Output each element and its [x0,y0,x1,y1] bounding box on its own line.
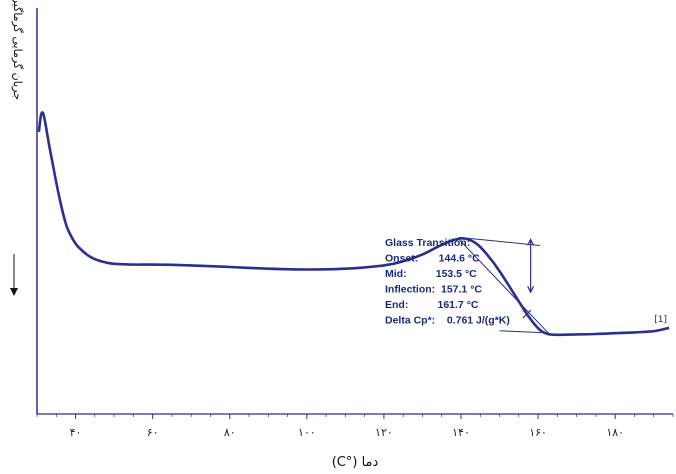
x-tick-label: ۱۴۰ [452,426,470,439]
tangent-upper-line [459,236,541,247]
annotation-line: Inflection: 157.1 °C [385,284,482,296]
curve-tag: [1] [654,315,667,325]
x-tick-label: ۴۰ [70,426,82,439]
x-tick-label: ۸۰ [224,426,236,439]
annotation-line: Mid: 153.5 °C [385,268,477,280]
delta-cp-arrow-down [527,285,535,294]
delta-cp-arrow-up [527,238,535,246]
x-axis-label: دما (°C) [332,455,379,470]
tangent-lines [458,236,551,335]
dsc-curve [37,111,670,337]
axes [36,8,673,415]
y-axis-label: جریان گرمایی گرماگیر [11,0,24,100]
annotation-title: Glass Transition: [385,237,470,249]
glass-transition-annotation: Glass Transition: Onset: 144.6 °C Mid: 153… [385,237,510,327]
annotation-line: Delta Cp*: 0.761 J/(g*K) [385,315,510,327]
x-tick-label: ۶۰ [147,426,159,439]
annotation-line: Onset: 144.6 °C [385,253,480,265]
tangent-baseline-line [499,330,545,334]
y-axis-arrow-head [10,288,18,296]
x-tick-label: ۱۸۰ [606,426,624,439]
curve-layer: [1] [37,111,670,337]
x-tick-label: ۱۰۰ [298,426,316,439]
x-ticks: ۴۰ ۶۰ ۸۰ ۱۰۰ ۱۲۰ ۱۴۰ ۱۶۰ ۱۸۰ [36,414,674,439]
x-tick-label: ۱۶۰ [529,426,547,439]
x-tick-label: ۱۲۰ [375,426,393,439]
tangent-lower-line [458,239,551,335]
y-axis-label-group: جریان گرمایی گرماگیر [10,0,24,296]
annotation-line: End: 161.7 °C [385,299,479,311]
